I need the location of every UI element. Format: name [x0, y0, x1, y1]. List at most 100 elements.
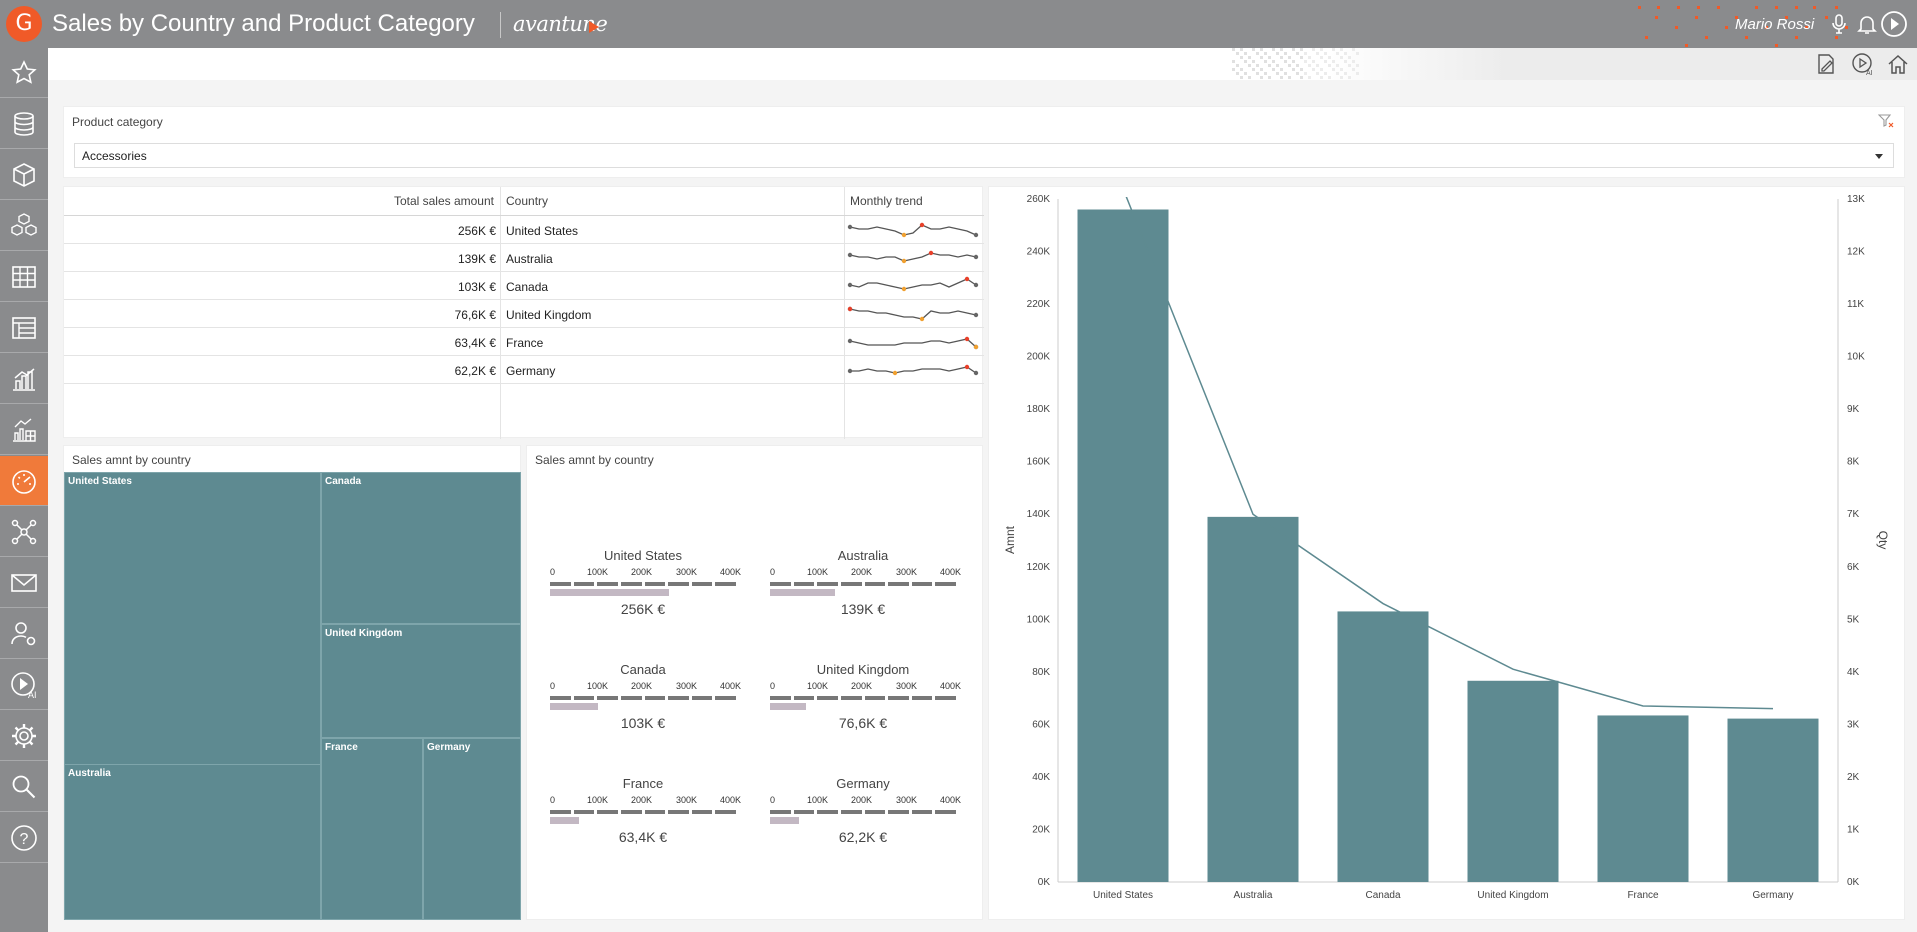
sparkline-point: [964, 336, 970, 342]
gauge-tick-label: 0: [770, 795, 776, 805]
gauge-tick-label: 100K: [807, 681, 829, 691]
sidebar-item-messages[interactable]: [0, 558, 48, 608]
home-icon[interactable]: [1886, 52, 1910, 76]
sidebar-item-data-sources[interactable]: [0, 99, 48, 149]
gauge-tick-label: 200K: [631, 567, 653, 577]
cell-country: Canada: [506, 280, 549, 294]
sparkline-point: [847, 368, 853, 374]
clear-filter-icon[interactable]: [1878, 113, 1894, 129]
column-header-trend[interactable]: Monthly trend: [850, 194, 923, 208]
user-name[interactable]: Mario Rossi: [1735, 16, 1815, 33]
sidebar-item-settings[interactable]: [0, 711, 48, 761]
y-tick-label: 40K: [1032, 772, 1050, 783]
sidebar-item-charts[interactable]: [0, 354, 48, 404]
gauge-scale: [550, 582, 736, 586]
sidebar-item-favorites[interactable]: [0, 48, 48, 98]
sparkline-point: [964, 364, 970, 370]
gauge-tick-label: 300K: [676, 681, 698, 691]
sidebar-item-cubes[interactable]: [0, 201, 48, 251]
chevron-down-icon: [1875, 154, 1883, 159]
sidebar-item-ai[interactable]: AI: [0, 660, 48, 710]
sidebar-item-users[interactable]: [0, 609, 48, 659]
help-icon: ?: [11, 824, 37, 851]
sidebar-item-models[interactable]: [0, 150, 48, 200]
gauge-label: Australia: [837, 548, 889, 563]
gauge-tick-label: 300K: [676, 567, 698, 577]
gauge-tick-label: 400K: [720, 681, 742, 691]
bullet-gauge[interactable]: France 0 100K 200K 300K 400K 63,4K €: [550, 776, 750, 856]
treemap-cell-australia[interactable]: Australia: [64, 764, 321, 920]
gauge-tick-label: 100K: [587, 567, 609, 577]
ai-insights-icon[interactable]: AI: [1851, 52, 1875, 76]
sidebar-item-reports[interactable]: [0, 303, 48, 353]
table-row[interactable]: 76,6K € United Kingdom: [64, 300, 984, 328]
sidebar-item-network[interactable]: [0, 507, 48, 557]
cell-country: Australia: [506, 252, 553, 266]
y2-tick-label: 1K: [1847, 824, 1860, 835]
gauge-tick-label: 100K: [807, 567, 829, 577]
gauge-tick-label: 200K: [631, 795, 653, 805]
edit-dashboard-icon[interactable]: [1814, 52, 1838, 76]
table-row[interactable]: 63,4K € France: [64, 328, 984, 356]
y-tick-label: 220K: [1027, 299, 1051, 310]
sales-table: Total sales amount Country Monthly trend…: [63, 186, 984, 439]
sparkline: [847, 364, 979, 376]
sparkline: [847, 276, 979, 292]
gauge-label: United Kingdom: [816, 662, 910, 677]
sidebar-item-search[interactable]: [0, 762, 48, 812]
ai-assistant-icon[interactable]: [1880, 10, 1908, 38]
sparkline-point: [973, 370, 979, 376]
gauge-ticks: 0 100K 200K 300K 400K: [550, 567, 750, 579]
treemap-cell-united-kingdom[interactable]: United Kingdom: [321, 624, 521, 738]
treemap-cell-united-states[interactable]: United States: [64, 472, 321, 765]
sidebar-item-widgets[interactable]: [0, 405, 48, 455]
product-category-select[interactable]: Accessories: [74, 143, 1894, 168]
top-bar: G Sales by Country and Product Category …: [0, 0, 1917, 48]
treemap-cell-germany[interactable]: Germany: [423, 738, 521, 920]
gauge-ticks: 0 100K 200K 300K 400K: [770, 681, 970, 693]
cell-amount: 103K €: [457, 280, 496, 294]
grid-icon: [12, 265, 36, 288]
bullet-gauge[interactable]: Canada 0 100K 200K 300K 400K 103K €: [550, 662, 750, 742]
bullet-gauge[interactable]: United Kingdom 0 100K 200K 300K 400K 76,6K €: [770, 662, 970, 742]
table-row[interactable]: 103K € Canada: [64, 272, 984, 300]
app-logo[interactable]: G: [6, 6, 42, 42]
sidebar-item-help[interactable]: ?: [0, 813, 48, 863]
table-row[interactable]: 256K € United States: [64, 216, 984, 244]
gauge-ticks: 0 100K 200K 300K 400K: [550, 681, 750, 693]
treemap-cell-france[interactable]: France: [321, 738, 423, 920]
table-row[interactable]: 139K € Australia: [64, 244, 984, 272]
gauge-tick-label: 0: [770, 567, 776, 577]
sparkline-point: [973, 232, 979, 238]
sparkline-point: [973, 344, 979, 350]
y2-tick-label: 2K: [1847, 772, 1860, 783]
gauge-value: 103K €: [620, 715, 666, 731]
microphone-icon[interactable]: [1827, 12, 1851, 36]
bell-icon[interactable]: [1855, 12, 1879, 36]
column-header-country[interactable]: Country: [506, 194, 549, 208]
x-tick-label: United Kingdom: [1477, 890, 1548, 901]
bullet-gauge[interactable]: Australia 0 100K 200K 300K 400K 139K €: [770, 548, 970, 628]
treemap-cell-canada[interactable]: Canada: [321, 472, 521, 624]
treemap-panel: Sales amnt by country United States Cana…: [63, 445, 521, 920]
column-header-amount[interactable]: Total sales amount: [393, 194, 494, 208]
sidebar-item-dashboards[interactable]: [0, 456, 48, 506]
gauge-value: 76,6K €: [838, 715, 888, 731]
table-row[interactable]: 62,2K € Germany: [64, 356, 984, 384]
gauge-tick-label: 300K: [896, 795, 918, 805]
bullet-gauge[interactable]: Germany 0 100K 200K 300K 400K 62,2K €: [770, 776, 970, 856]
gauge-value: 256K €: [620, 601, 666, 617]
gauge-tick-label: 400K: [720, 795, 742, 805]
y2-tick-label: 0K: [1847, 877, 1860, 888]
sparkline: [847, 306, 979, 322]
bullet-gauge[interactable]: United States 0 100K 200K 300K 400K 256K €: [550, 548, 750, 628]
sidebar-item-tables[interactable]: [0, 252, 48, 302]
brand-arrow-icon: [589, 21, 599, 33]
sparkline-point: [847, 252, 853, 258]
y-axis-title: Amnt: [1003, 525, 1017, 554]
cell-amount: 63,4K €: [454, 336, 496, 350]
gauge-tick-label: 200K: [631, 681, 653, 691]
bar: [1207, 516, 1299, 882]
sparkline-point: [847, 224, 853, 230]
y2-tick-label: 10K: [1847, 352, 1865, 363]
